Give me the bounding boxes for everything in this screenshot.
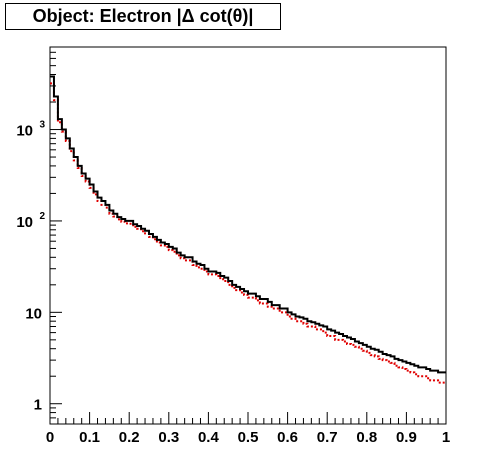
axis-layer: 0 0.1 0.2 0.3 0.4 0.5 0.6 0.7 0.8 0.9 1 1 10 10 2 10 3 (16, 46, 450, 446)
y-tick-label: 10 (16, 123, 33, 140)
x-tick-label: 0.3 (158, 429, 179, 446)
x-tick-label: 0.9 (396, 429, 417, 446)
x-tick-label: 0 (46, 429, 54, 446)
x-tick-label: 0.4 (198, 429, 220, 446)
y-tick-label: 1 (34, 397, 42, 414)
x-tick-label: 0.1 (79, 429, 100, 446)
chart-title: Object: Electron |Δ cot(θ)| (5, 3, 281, 30)
plot-frame (49, 46, 447, 425)
x-tick-label: 1 (442, 429, 450, 446)
x-tick-label: 0.2 (119, 429, 140, 446)
series-layer (50, 75, 446, 384)
x-tick-label: 0.6 (277, 429, 298, 446)
x-tick-label: 0.8 (356, 429, 377, 446)
series-black-solid (50, 75, 446, 374)
y-tick-label: 10 (16, 214, 33, 231)
y-tick-label: 10 (25, 305, 42, 322)
x-tick-label: 0.5 (238, 429, 259, 446)
y-tick-label-exponent: 3 (39, 120, 45, 131)
y-tick-label-exponent: 2 (39, 211, 45, 222)
x-tick-label: 0.7 (317, 429, 338, 446)
